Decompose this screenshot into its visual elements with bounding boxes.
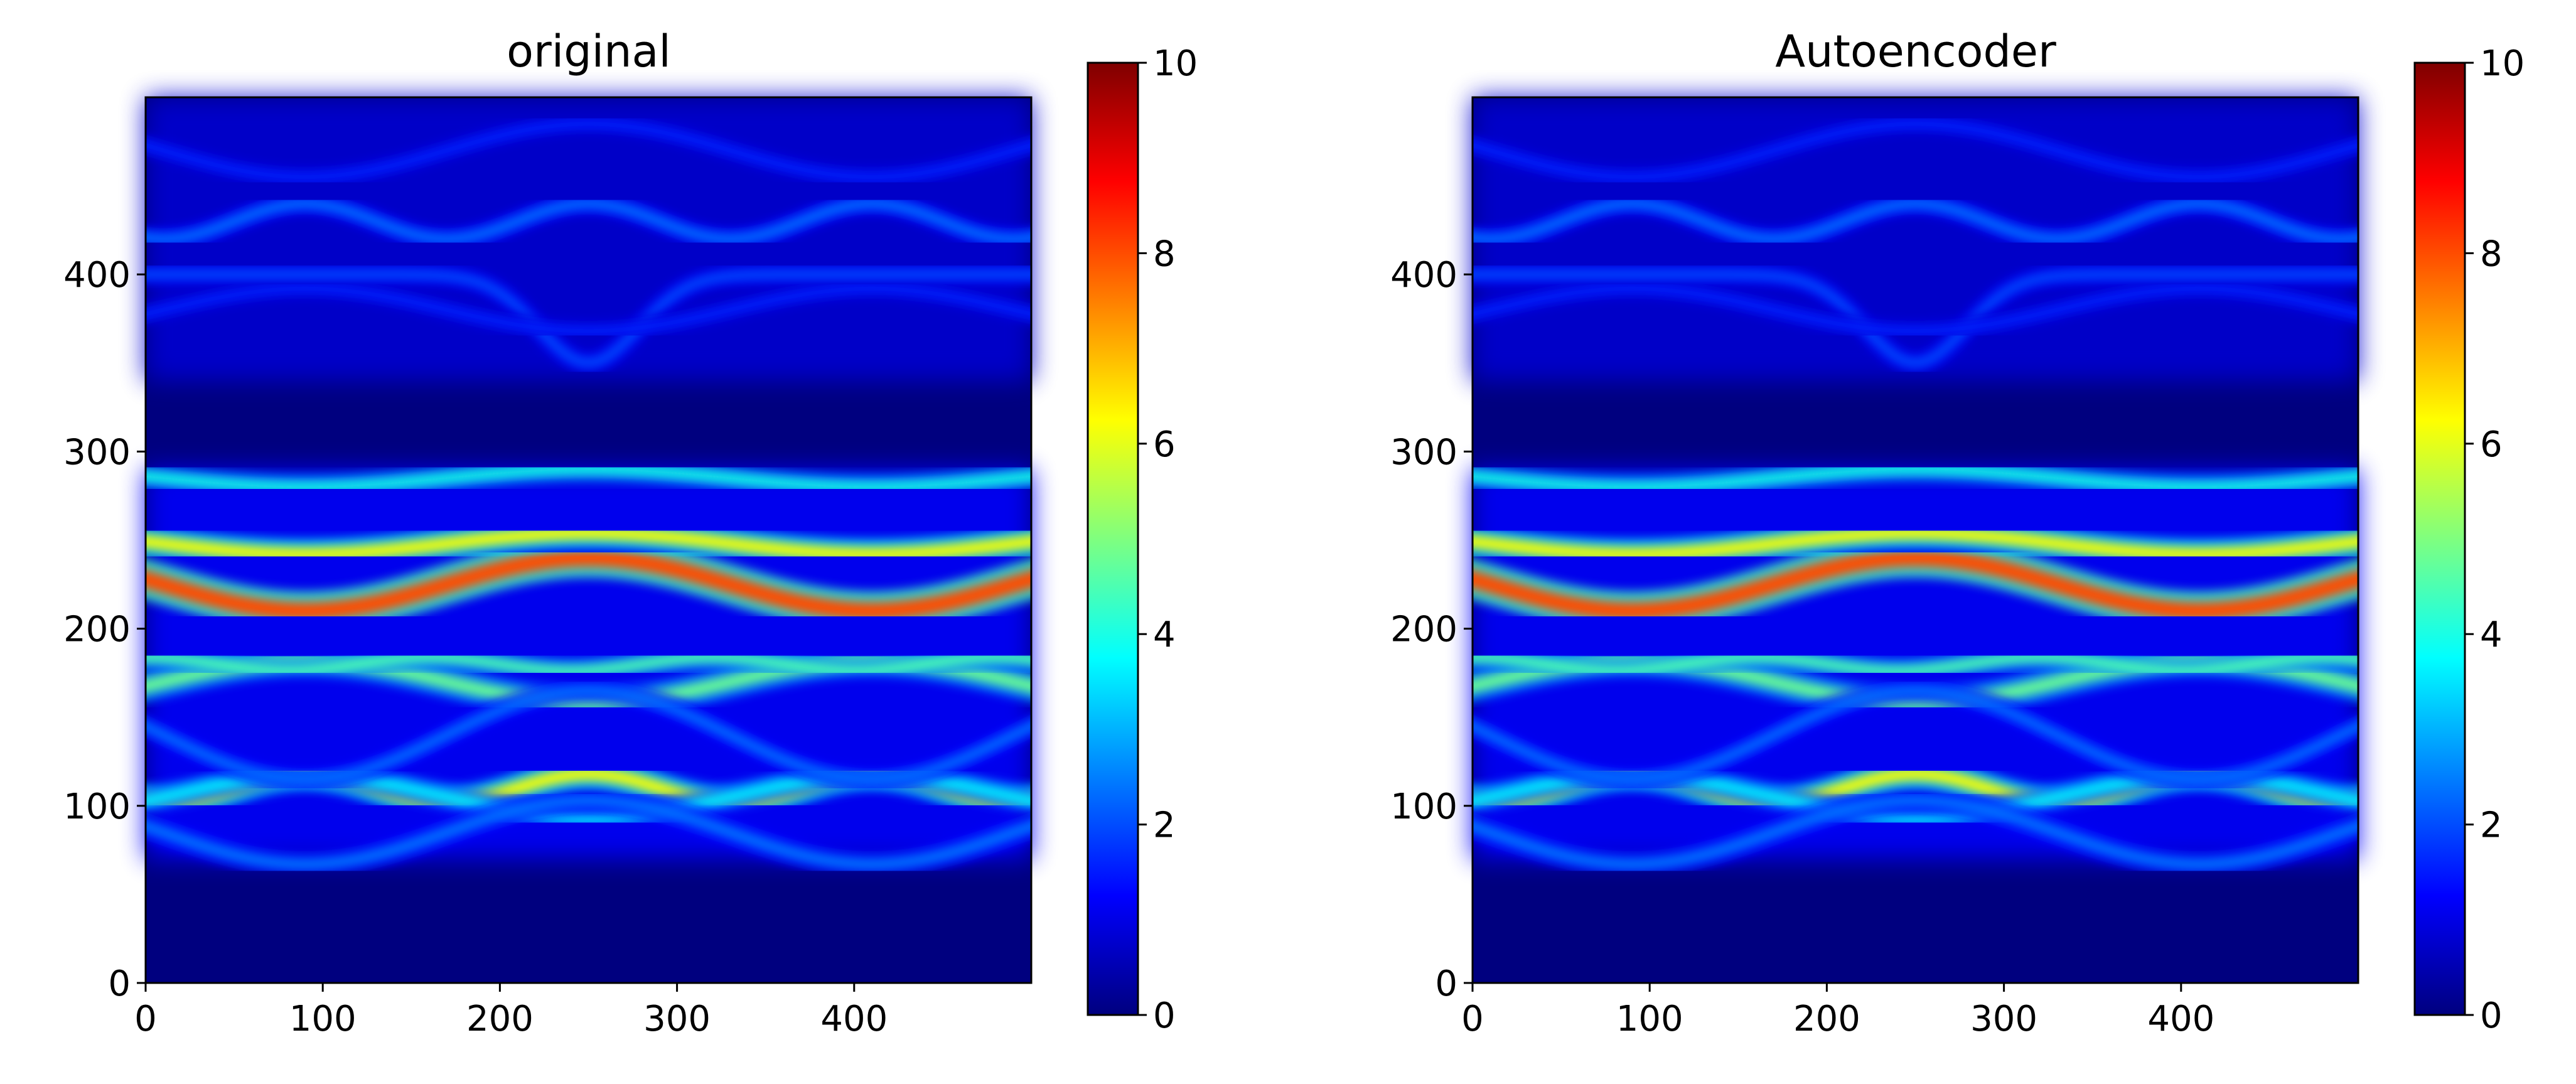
colorbar-tick-label: 4 [2480, 614, 2503, 655]
colorbar-tick-label: 8 [1153, 233, 1176, 274]
colorbar-tick-label: 0 [1153, 995, 1176, 1036]
heatmap-panel-original: original 0 100 200 300 400 0 100 200 300 400 0 2 4 6… [63, 26, 1198, 1039]
band-line [1473, 269, 2358, 368]
band-line [146, 269, 1031, 368]
x-tick-label: 300 [1970, 999, 2037, 1039]
band-line [146, 651, 1031, 677]
plot-frame [1471, 96, 2359, 984]
band-line [146, 795, 1031, 870]
band-line [1473, 119, 2358, 182]
y-tick-label: 0 [108, 963, 131, 1004]
colorbar-tick-label: 6 [1153, 424, 1176, 465]
colorbar: 0 2 4 6 8 10 [1087, 43, 1198, 1036]
x-tick-label: 200 [1793, 999, 1860, 1039]
y-tick-label: 200 [1390, 609, 1457, 650]
x-tick-label: 200 [466, 999, 534, 1039]
axes: 0 100 200 300 400 0 100 200 300 400 [63, 96, 1033, 1039]
x-tick-label: 100 [289, 999, 357, 1039]
band-line [1473, 463, 2358, 493]
band-line [146, 526, 1031, 561]
colorbar-tick-label: 2 [1153, 805, 1176, 846]
y-tick-label: 200 [63, 609, 131, 650]
colorbar-tick-label: 4 [1153, 614, 1176, 655]
y-tick-label: 0 [1435, 963, 1457, 1004]
x-tick-label: 300 [643, 999, 711, 1039]
y-tick-label: 400 [63, 255, 131, 296]
band-line [1473, 795, 2358, 870]
band-line [1473, 526, 2358, 561]
band-line [146, 198, 1031, 244]
y-tick-label: 300 [1390, 432, 1457, 473]
band-line [146, 463, 1031, 493]
band-line [1473, 198, 2358, 244]
y-tick-label: 100 [63, 786, 131, 827]
colorbar-frame [1087, 62, 1139, 1016]
band-lines [1473, 112, 2358, 877]
x-tick-label: 400 [820, 999, 888, 1039]
band-line [146, 685, 1031, 785]
x-tick-label: 0 [134, 999, 157, 1039]
band-line [1473, 549, 2358, 620]
band-line [146, 119, 1031, 182]
colorbar-tick-label: 6 [2480, 424, 2503, 465]
colorbar-tick-label: 10 [1153, 43, 1198, 84]
band-line [1473, 685, 2358, 785]
colorbar-frame [2413, 62, 2466, 1016]
colorbar-tick-label: 0 [2480, 995, 2503, 1036]
colorbar: 0 2 4 6 8 10 [2413, 43, 2525, 1036]
colorbar-tick-label: 2 [2480, 805, 2503, 846]
panel-title: original [507, 26, 671, 77]
y-tick-label: 400 [1390, 255, 1457, 296]
heatmap-image [1473, 97, 2358, 983]
plot-frame [144, 96, 1033, 984]
x-tick-label: 0 [1461, 999, 1484, 1039]
y-tick-label: 100 [1390, 786, 1457, 827]
colorbar-gradient [1088, 63, 1138, 1015]
band-line [1473, 284, 2358, 336]
panel-title: Autoencoder [1775, 26, 2056, 77]
x-tick-label: 100 [1616, 999, 1683, 1039]
x-tick-label: 400 [2147, 999, 2214, 1039]
band-line [1473, 651, 2358, 677]
colorbar-tick-label: 10 [2480, 43, 2525, 84]
colorbar-tick-label: 8 [2480, 233, 2503, 274]
y-tick-label: 300 [63, 432, 131, 473]
heatmap-image [146, 97, 1031, 983]
band-line [146, 284, 1031, 336]
band-lines [146, 112, 1031, 877]
band-line [146, 549, 1031, 620]
axes: 0 100 200 300 400 0 100 200 300 400 [1390, 96, 2359, 1039]
colorbar-gradient [2415, 63, 2465, 1015]
